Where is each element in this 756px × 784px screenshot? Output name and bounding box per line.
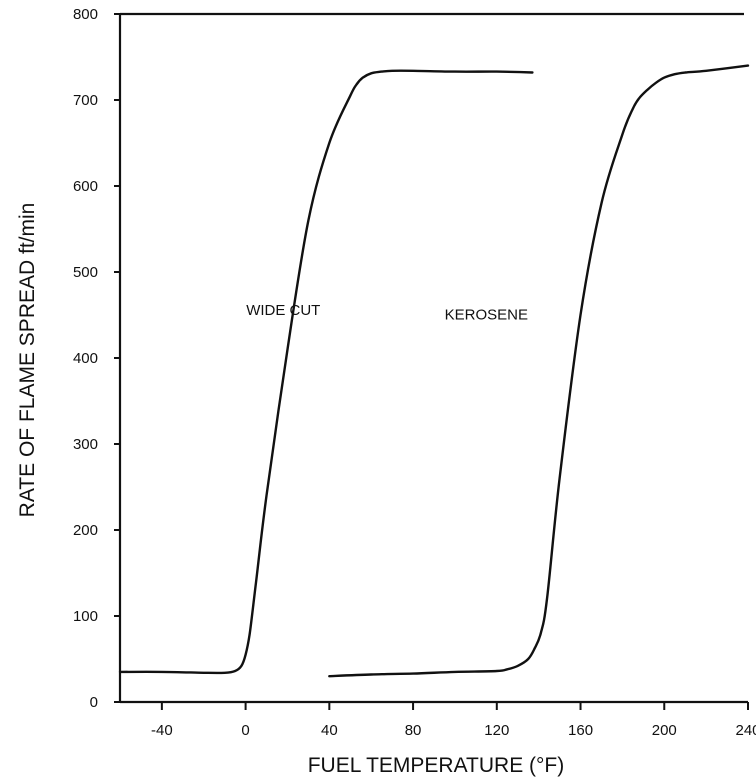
x-axis-title: FUEL TEMPERATURE (°F) (308, 754, 565, 777)
x-tick-label: 40 (321, 722, 338, 739)
y-tick-label: 400 (73, 350, 98, 367)
y-ticks: 0 100 200 300 400 500 600 700 800 (73, 6, 120, 711)
plot-area: 0 100 200 300 400 500 600 700 800 -40 0 40 80 120 160… (73, 6, 756, 739)
x-ticks: -40 0 40 80 120 160 200 240 (151, 702, 756, 739)
x-tick-label: 120 (484, 722, 509, 739)
y-tick-label: 0 (90, 694, 98, 711)
y-tick-label: 200 (73, 522, 98, 539)
series-annotation-label: WIDE CUT (246, 302, 320, 319)
x-tick-label: 0 (241, 722, 249, 739)
x-tick-label: 200 (652, 722, 677, 739)
x-tick-label: 80 (405, 722, 422, 739)
y-tick-label: 500 (73, 264, 98, 281)
series-line-wide-cut (118, 69, 534, 675)
annotation-group: WIDE CUT KEROSENE (246, 302, 528, 323)
y-tick-label: 300 (73, 436, 98, 453)
x-tick-label: 240 (735, 722, 756, 739)
x-tick-label: 160 (568, 722, 593, 739)
y-tick-label: 100 (73, 608, 98, 625)
series-line-kerosene (328, 64, 750, 678)
y-tick-label: 700 (73, 92, 98, 109)
series-group (118, 64, 750, 678)
series-annotation-label: KEROSENE (445, 306, 528, 323)
x-tick-label: -40 (151, 722, 173, 739)
y-tick-label: 600 (73, 178, 98, 195)
y-axis-title: RATE OF FLAME SPREAD ft/min (16, 203, 39, 518)
y-tick-label: 800 (73, 6, 98, 23)
